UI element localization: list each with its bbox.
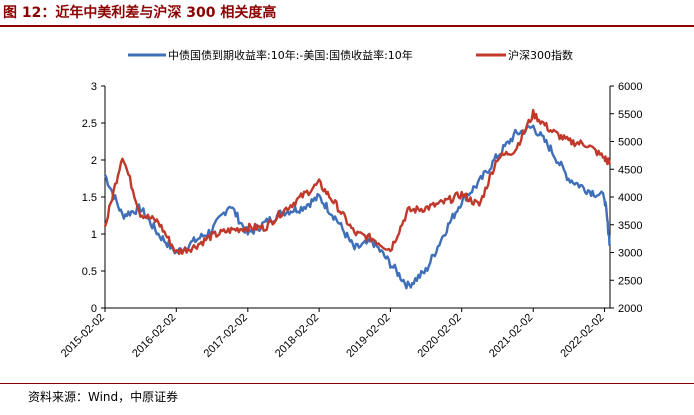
right-axis-tick-label: 5000: [618, 137, 642, 149]
x-axis-tick-label: 2015-02-02: [59, 312, 107, 360]
figure-title: 图 12：近年中美利差与沪深 300 相关度高: [3, 5, 277, 21]
x-axis-tick-label: 2018-02-02: [273, 312, 321, 360]
left-axis-tick-label: 0: [91, 303, 97, 315]
right-axis-tick-label: 2000: [618, 303, 642, 315]
title-rule: [0, 25, 694, 27]
x-axis-tick-label: 2022-02-02: [558, 312, 606, 360]
source-note: 资料来源：Wind，中原证券: [28, 390, 179, 404]
right-axis-tick-label: 3500: [618, 220, 642, 232]
left-axis-tick-label: 2: [91, 155, 97, 167]
right-axis-tick-label: 5500: [618, 109, 642, 121]
left-axis-tick-label: 1: [91, 229, 97, 241]
x-axis-tick-label: 2017-02-02: [202, 312, 250, 360]
series-line-csi300: [103, 108, 611, 256]
legend-label: 沪深300指数: [508, 48, 573, 62]
left-axis-tick-label: 1.5: [82, 192, 97, 204]
x-axis-tick-label: 2020-02-02: [416, 312, 464, 360]
x-axis-tick-label: 2019-02-02: [344, 312, 392, 360]
left-axis-tick-label: 0.5: [82, 266, 97, 278]
right-axis-tick-label: 4500: [618, 164, 642, 176]
right-axis-tick-label: 6000: [618, 81, 642, 93]
left-axis-tick-label: 3: [91, 81, 97, 93]
series-line-spread: [103, 124, 611, 290]
right-axis-tick-label: 4000: [618, 192, 642, 204]
right-axis-tick-label: 3000: [618, 248, 642, 260]
legend-label: 中债国债到期收益率:10年:-美国:国债收益率:10年: [168, 48, 413, 62]
source-rule: [0, 383, 694, 384]
x-axis-tick-label: 2021-02-02: [487, 312, 535, 360]
left-axis-tick-label: 2.5: [82, 118, 97, 130]
x-axis-tick-label: 2016-02-02: [130, 312, 178, 360]
right-axis-tick-label: 2500: [618, 275, 642, 287]
